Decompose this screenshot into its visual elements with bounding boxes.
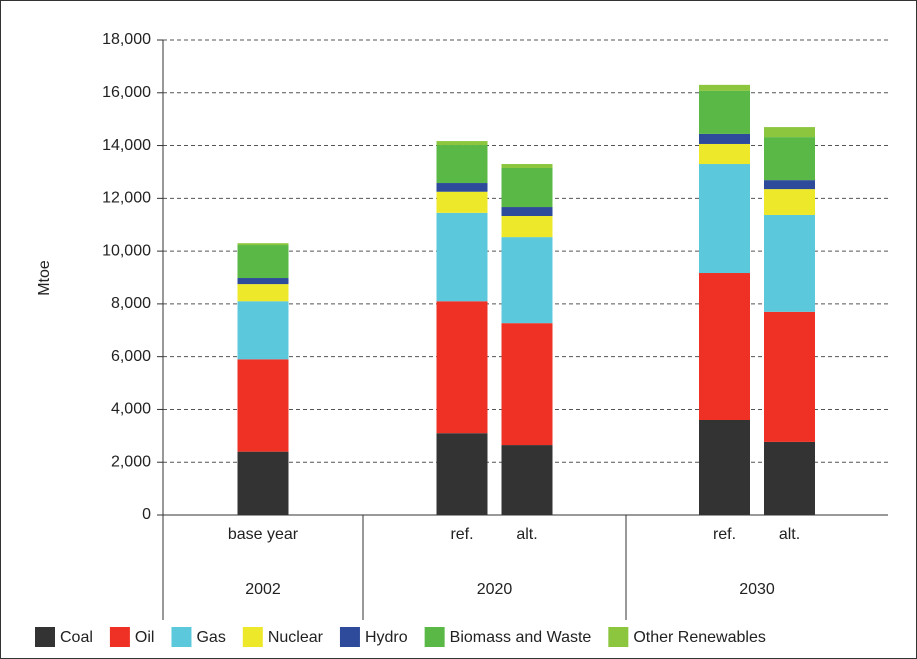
x-tick-label: base year <box>228 526 299 543</box>
y-tick-label: 18,000 <box>102 31 151 48</box>
legend-swatch <box>242 627 263 647</box>
legend-label: Oil <box>135 629 155 646</box>
bar-segment <box>501 207 553 217</box>
bar-segment <box>699 420 750 515</box>
bar-segment <box>501 323 553 446</box>
y-axis-label: Mtoe <box>36 260 53 296</box>
bar-segment <box>764 137 815 181</box>
bar-segment <box>436 141 488 146</box>
bar-segment <box>237 284 289 302</box>
y-tick-label: 14,000 <box>102 137 151 154</box>
group-label: 2002 <box>245 581 281 598</box>
bar-segment <box>237 278 289 285</box>
bar-segment <box>699 90 750 134</box>
bar-segment <box>699 143 750 165</box>
legend-label: Biomass and Waste <box>450 629 592 646</box>
x-tick-label: alt. <box>516 526 537 543</box>
bar-segment <box>501 237 553 324</box>
bar-segment <box>501 164 553 168</box>
legend-swatch <box>109 627 130 647</box>
bar-segment <box>436 145 488 184</box>
y-tick-label: 2,000 <box>111 453 151 470</box>
y-tick-label: 12,000 <box>102 190 151 207</box>
bar-segment <box>436 301 488 434</box>
bar-segment <box>764 189 815 215</box>
legend-swatch <box>339 627 360 647</box>
bar-segment <box>501 216 553 238</box>
legend-label: Other Renewables <box>633 629 766 646</box>
legend-swatch <box>171 627 192 647</box>
bar-segment <box>699 133 750 144</box>
bar-segment <box>764 127 815 138</box>
y-tick-label: 8,000 <box>111 295 151 312</box>
bar-segment <box>436 183 488 192</box>
x-tick-label: alt. <box>779 526 800 543</box>
y-tick-label: 6,000 <box>111 348 151 365</box>
bar-segment <box>237 301 289 360</box>
y-tick-label: 10,000 <box>102 242 151 259</box>
group-label: 2020 <box>477 581 513 598</box>
bar-segment <box>436 212 488 302</box>
bar-segment <box>764 311 815 442</box>
legend-label: Nuclear <box>268 629 324 646</box>
group-label: 2030 <box>739 581 775 598</box>
bar-segment <box>764 180 815 190</box>
bar-segment <box>436 191 488 213</box>
y-tick-label: 0 <box>142 506 151 523</box>
bar-segment <box>237 243 289 246</box>
legend-swatch <box>608 627 629 647</box>
legend-label: Gas <box>196 629 225 646</box>
bar-segment <box>237 451 289 515</box>
y-tick-label: 16,000 <box>102 84 151 101</box>
bar-segment <box>699 273 750 420</box>
bar-segment <box>501 167 553 208</box>
legend-label: Coal <box>60 629 93 646</box>
bar-segment <box>237 359 289 452</box>
bar-segment <box>237 245 289 279</box>
bar-segment <box>436 433 488 515</box>
bar-segment <box>764 441 815 515</box>
x-tick-label: ref. <box>450 526 473 543</box>
y-tick-label: 4,000 <box>111 401 151 418</box>
legend-label: Hydro <box>365 629 408 646</box>
x-tick-label: ref. <box>713 526 736 543</box>
bar-segment <box>699 164 750 274</box>
legend-swatch <box>424 627 445 647</box>
legend-swatch <box>35 627 55 647</box>
bar-segment <box>699 84 750 91</box>
bar-segment <box>764 214 815 312</box>
bar-segment <box>501 445 553 515</box>
